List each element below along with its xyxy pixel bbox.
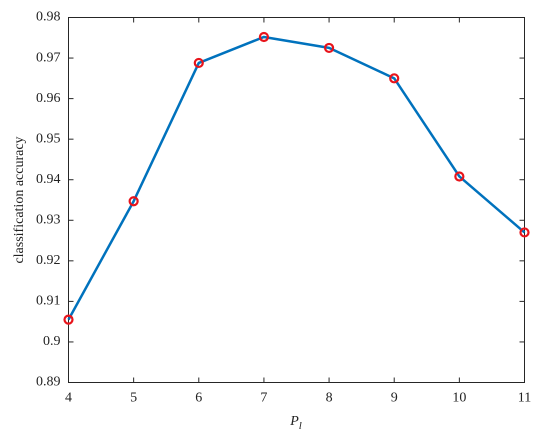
x-axis-label: Pl (289, 414, 302, 431)
y-tick-label: 0.95 (36, 131, 61, 146)
x-tick-label: 10 (452, 391, 466, 406)
x-tick-label: 7 (260, 391, 267, 406)
y-tick-label: 0.97 (36, 50, 61, 65)
marker (128, 196, 139, 207)
x-tick-label: 6 (195, 391, 202, 406)
x-tick-label: 11 (518, 391, 531, 406)
x-tick-label: 5 (130, 391, 137, 406)
marker (323, 42, 335, 54)
y-tick-label: 0.93 (36, 212, 61, 227)
marker (258, 31, 270, 43)
x-tick-label: 8 (326, 391, 333, 406)
y-tick-label: 0.92 (36, 253, 61, 268)
marker (454, 171, 465, 182)
marker (63, 314, 74, 325)
line (67, 35, 526, 321)
y-tick-label: 0.9 (43, 334, 61, 349)
x-axis-label-main: P (289, 414, 299, 429)
plot-frame (68, 17, 525, 383)
x-tick-label: 9 (391, 391, 398, 406)
y-axis-label: classification accuracy (12, 136, 27, 263)
y-tick-label: 0.96 (36, 91, 61, 106)
x-axis-label-subscript: l (299, 420, 302, 432)
y-tick-label: 0.98 (36, 10, 61, 25)
y-tick-label: 0.91 (36, 294, 61, 309)
x-tick-label: 4 (65, 391, 72, 406)
y-tick-label: 0.89 (36, 375, 61, 390)
marker (193, 57, 204, 69)
marker (389, 73, 400, 84)
y-tick-label: 0.94 (36, 172, 61, 187)
marker (519, 227, 530, 238)
